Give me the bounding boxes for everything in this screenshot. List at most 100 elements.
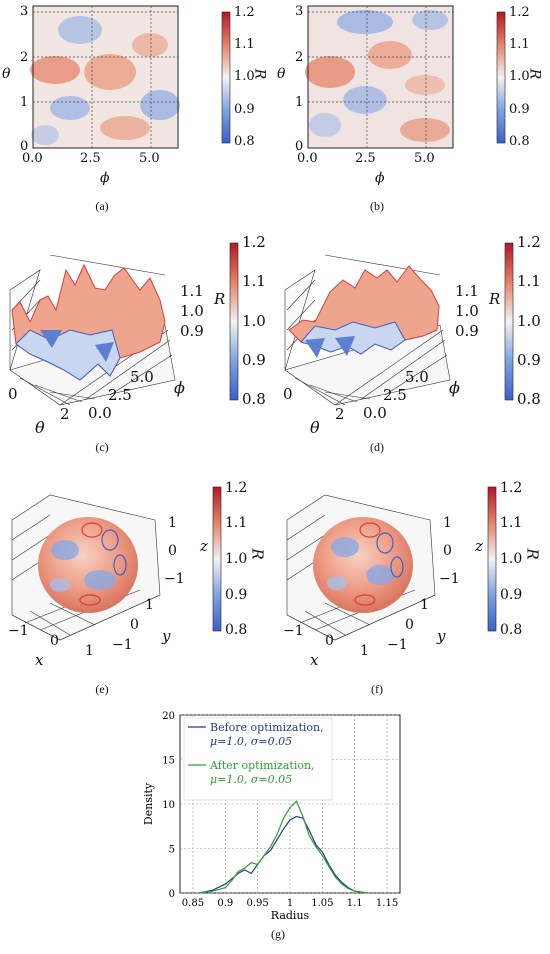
- colorbar-tick: 1.1: [234, 37, 255, 52]
- x-tick-label: 1: [287, 898, 293, 909]
- heatmap-b: [305, 5, 454, 149]
- density-chart: 0.85 0.9 0.95 1 1.05 1.1 1.15 0 5 10 15 20 Radius Den…: [142, 711, 401, 922]
- colorbar-tick: 0.8: [242, 390, 266, 408]
- surface-plot-c: [9, 254, 176, 406]
- ztick: 0: [443, 543, 452, 559]
- theta-tick: 0: [283, 385, 293, 403]
- x-axis-label: ϕ: [375, 170, 385, 186]
- colorbar-tick: 1.0: [500, 551, 523, 567]
- x-tick-label: 0.85: [182, 898, 204, 909]
- colorbar-b: [496, 11, 506, 144]
- surface-plot-d: [284, 254, 451, 406]
- colorbar-c: [229, 242, 239, 401]
- legend-label: After optimization,: [209, 759, 315, 772]
- colorbar-tick: 1.2: [500, 480, 523, 496]
- panel-b: 3 2 1 0 θ 0.0 2.5 5.0 ϕ 1.2 1.1 1.0 0.9 …: [275, 0, 550, 215]
- caption-f: (f): [371, 682, 383, 696]
- caption-d: (d): [370, 440, 384, 454]
- colorbar-tick: 1.1: [242, 272, 266, 290]
- colorbar-tick: 1.2: [517, 233, 541, 251]
- y-tick-label: 20: [162, 711, 175, 722]
- caption-g: (g): [271, 927, 285, 941]
- colorbar-tick: 1.0: [242, 312, 266, 330]
- colorbar-tick: 0.9: [234, 102, 255, 117]
- theta-axis-label: θ: [310, 418, 320, 437]
- legend-params: μ=1.0, σ=0.05: [210, 773, 292, 786]
- phi-tick: 5.0: [405, 368, 429, 386]
- ztick: 0.9: [180, 322, 204, 340]
- theta-tick: 2: [60, 405, 70, 423]
- ytick: 1: [420, 597, 429, 613]
- panel-a: 3 2 1 0 θ 0.0 2.5 5.0 ϕ 1.2 1.1 1.0 0.9 …: [0, 0, 275, 215]
- caption-c: (c): [95, 440, 109, 454]
- panel-g: 0.85 0.9 0.95 1 1.05 1.1 1.15 0 5 10 15 20 Radius Den…: [140, 705, 410, 945]
- colorbar-tick: 1.0: [509, 69, 530, 84]
- panel-c: 1.1 1.0 0.9 R 0 2 θ 5.0 2.5 0.0 ϕ 1.2 1.…: [0, 230, 275, 460]
- xtick: −1: [283, 623, 304, 639]
- colorbar-tick: 1.0: [234, 69, 255, 84]
- colorbar-label: R: [526, 68, 543, 80]
- phi-tick: 0.0: [363, 404, 387, 422]
- ytick: −1: [112, 637, 133, 653]
- sphere-plot-f: [286, 494, 436, 641]
- xtick: 2.5: [80, 151, 101, 166]
- y-tick-label: 0: [169, 889, 175, 900]
- ytick: 0: [405, 617, 414, 633]
- theta-tick: 2: [335, 405, 345, 423]
- theta-axis-label: θ: [35, 418, 45, 437]
- xtick: 0: [50, 633, 59, 649]
- colorbar-tick: 0.8: [225, 622, 248, 638]
- colorbar-tick: 0.9: [517, 351, 541, 369]
- phi-tick: 0.0: [88, 404, 112, 422]
- x-tick-label: 1.1: [347, 898, 363, 909]
- ztick: 0: [168, 543, 177, 559]
- phi-tick: 2.5: [383, 386, 407, 404]
- phi-axis-label: ϕ: [449, 378, 460, 397]
- colorbar-tick: 0.8: [500, 622, 523, 638]
- phi-tick: 5.0: [130, 368, 154, 386]
- z-axis-label: z: [475, 537, 483, 555]
- colorbar-tick: 1.1: [509, 37, 530, 52]
- colorbar-tick: 1.2: [234, 5, 255, 20]
- y-axis-label: θ: [277, 66, 286, 82]
- colorbar-tick: 0.8: [509, 134, 530, 149]
- colorbar-tick: 0.8: [517, 390, 541, 408]
- ytick: 3: [295, 4, 304, 19]
- legend-label: Before optimization,: [210, 721, 324, 734]
- series-line-1: [199, 815, 368, 894]
- caption-a: (a): [95, 199, 109, 213]
- colorbar-tick: 1.2: [242, 233, 266, 251]
- colorbar-tick: 1.1: [225, 515, 248, 531]
- panel-e: 1 0 −1 z −1 0 1 x 1 0 −1 y 1.2 1.1 1.0 0…: [0, 475, 275, 700]
- ytick: −1: [387, 637, 408, 653]
- ztick: 1: [168, 515, 177, 531]
- y-tick-label: 15: [162, 756, 175, 767]
- legend-box: [183, 717, 333, 801]
- colorbar-label: R: [523, 548, 542, 560]
- series-line-2: [199, 800, 368, 894]
- xtick: 5.0: [414, 151, 435, 166]
- panel-d: 1.1 1.0 0.9 R 0 2 θ 5.0 2.5 0.0 ϕ 1.2 1.…: [275, 230, 550, 460]
- phi-tick: 2.5: [108, 386, 132, 404]
- xtick: 0.0: [22, 151, 43, 166]
- colorbar-tick: 1.0: [517, 312, 541, 330]
- ztick: 1.0: [180, 302, 204, 320]
- colorbar-tick: 0.9: [509, 102, 530, 117]
- xtick: 2.5: [355, 151, 376, 166]
- legend-params: μ=1.0, σ=0.05: [210, 735, 292, 748]
- xtick: −1: [8, 623, 29, 639]
- y-tick-label: 5: [169, 845, 175, 856]
- sphere-plot-e: [11, 494, 161, 641]
- caption-b: (b): [370, 199, 384, 213]
- colorbar-tick: 0.9: [225, 587, 248, 603]
- ztick: 1: [443, 515, 452, 531]
- colorbar-e: [212, 486, 222, 632]
- y-axis-label: y: [162, 627, 171, 645]
- colorbar-tick: 0.8: [234, 134, 255, 149]
- y-axis-label: θ: [2, 66, 11, 82]
- colorbar-tick: 0.9: [500, 587, 523, 603]
- colorbar-tick: 1.0: [225, 551, 248, 567]
- x-tick-label: 1.05: [311, 898, 333, 909]
- x-tick-label: 1.15: [376, 898, 398, 909]
- ztick: 1.1: [455, 282, 479, 300]
